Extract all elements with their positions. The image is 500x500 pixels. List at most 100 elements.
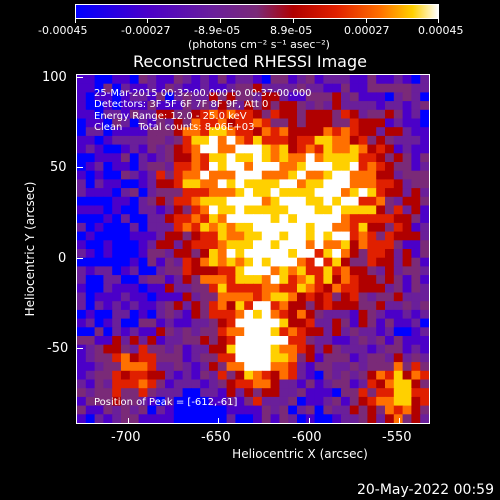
image-pixel xyxy=(103,144,113,154)
image-pixel xyxy=(385,118,395,128)
image-pixel xyxy=(367,257,377,267)
image-pixel xyxy=(112,388,122,398)
image-pixel xyxy=(253,257,263,267)
image-pixel xyxy=(402,309,412,320)
image-pixel xyxy=(112,101,122,111)
image-pixel xyxy=(147,222,157,233)
image-pixel xyxy=(402,301,412,311)
image-pixel xyxy=(323,318,333,328)
image-pixel xyxy=(235,179,245,189)
colorbar-tick-label: 0.00027 xyxy=(344,24,390,37)
image-pixel xyxy=(385,283,395,294)
image-pixel xyxy=(182,144,192,154)
image-pixel xyxy=(112,405,122,415)
image-pixel xyxy=(297,179,307,189)
image-pixel xyxy=(297,318,307,328)
image-pixel xyxy=(288,370,298,381)
image-pixel xyxy=(182,205,192,215)
image-pixel xyxy=(349,135,360,146)
image-pixel xyxy=(191,127,201,137)
image-pixel xyxy=(138,83,148,93)
image-pixel xyxy=(156,318,166,328)
image-pixel xyxy=(279,231,289,241)
image-pixel xyxy=(253,109,263,120)
image-pixel xyxy=(358,388,368,398)
image-pixel xyxy=(147,92,157,102)
image-pixel xyxy=(182,275,192,285)
image-pixel xyxy=(191,327,201,337)
image-pixel xyxy=(270,266,280,276)
image-pixel xyxy=(182,92,192,102)
image-pixel xyxy=(200,214,210,224)
image-pixel xyxy=(217,379,228,389)
image-pixel xyxy=(367,283,377,294)
image-pixel xyxy=(385,170,395,180)
image-pixel xyxy=(323,379,333,389)
image-pixel xyxy=(358,127,368,137)
image-pixel xyxy=(261,257,272,267)
image-pixel xyxy=(103,370,113,381)
image-pixel xyxy=(402,83,412,93)
image-pixel xyxy=(279,362,289,372)
image-pixel xyxy=(209,170,219,180)
image-pixel xyxy=(385,336,395,346)
image-pixel xyxy=(103,153,113,163)
image-pixel xyxy=(217,83,228,93)
image-pixel xyxy=(121,388,131,398)
image-pixel xyxy=(288,405,298,415)
image-pixel xyxy=(94,135,104,146)
image-pixel xyxy=(191,379,201,389)
image-pixel xyxy=(182,283,192,294)
image-pixel xyxy=(235,153,245,163)
image-pixel xyxy=(279,266,289,276)
image-pixel xyxy=(200,205,210,215)
image-pixel xyxy=(253,370,263,381)
image-pixel xyxy=(129,336,140,346)
image-pixel xyxy=(165,92,175,102)
image-pixel xyxy=(349,101,360,111)
image-pixel xyxy=(323,327,333,337)
image-pixel xyxy=(341,222,351,233)
image-pixel xyxy=(112,318,122,328)
image-pixel xyxy=(112,109,122,120)
image-pixel xyxy=(367,127,377,137)
image-pixel xyxy=(94,109,104,120)
image-pixel xyxy=(200,127,210,137)
image-pixel xyxy=(420,83,429,93)
image-pixel xyxy=(77,231,87,241)
image-pixel xyxy=(314,414,324,423)
image-pixel xyxy=(235,309,245,320)
image-pixel xyxy=(332,205,342,215)
image-pixel xyxy=(385,101,395,111)
image-pixel xyxy=(420,388,429,398)
image-pixel xyxy=(173,362,184,372)
image-pixel xyxy=(85,318,96,328)
image-pixel xyxy=(200,318,210,328)
image-pixel xyxy=(253,301,263,311)
image-pixel xyxy=(77,196,87,207)
image-pixel xyxy=(209,75,219,85)
image-pixel xyxy=(402,379,412,389)
image-pixel xyxy=(332,309,342,320)
image-pixel xyxy=(156,75,166,85)
image-pixel xyxy=(288,266,298,276)
image-pixel xyxy=(314,292,324,302)
image-pixel xyxy=(226,275,236,285)
image-pixel xyxy=(341,179,351,189)
image-pixel xyxy=(393,292,404,302)
image-pixel xyxy=(270,92,280,102)
image-pixel xyxy=(156,92,166,102)
image-pixel xyxy=(235,144,245,154)
image-pixel xyxy=(420,205,429,215)
image-pixel xyxy=(367,75,377,85)
image-pixel xyxy=(411,327,421,337)
info-line: Detectors: 3F 5F 6F 7F 8F 9F, Att 0 xyxy=(94,99,269,110)
image-pixel xyxy=(341,353,351,363)
image-pixel xyxy=(244,362,254,372)
image-pixel xyxy=(156,101,166,111)
image-pixel xyxy=(138,266,148,276)
image-pixel xyxy=(85,379,96,389)
x-tick-label: -550 xyxy=(382,430,412,445)
image-pixel xyxy=(94,162,104,172)
image-pixel xyxy=(411,344,421,354)
